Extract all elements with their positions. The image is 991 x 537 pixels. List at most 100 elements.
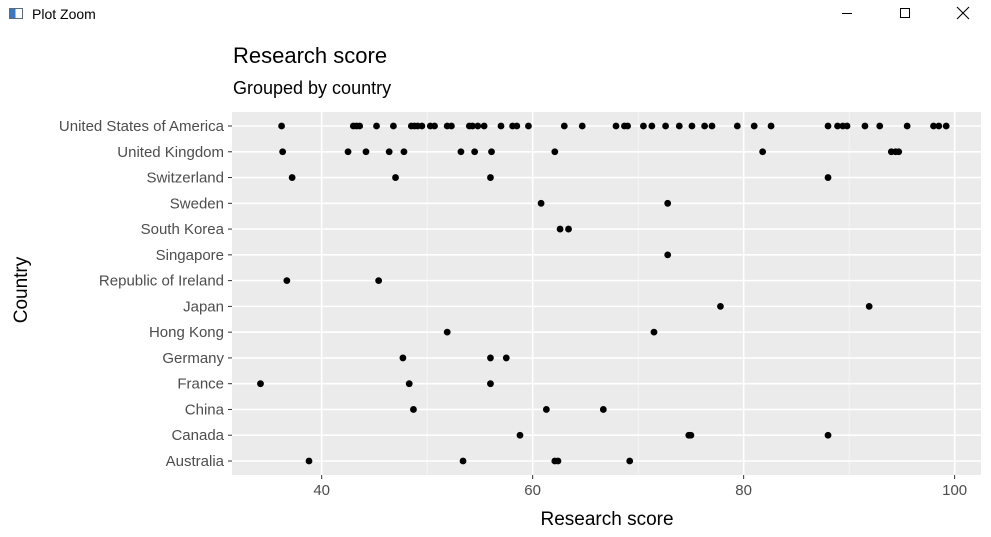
x-tick-label: 40	[313, 482, 330, 499]
data-points	[257, 122, 950, 465]
close-icon	[956, 6, 970, 20]
data-point	[305, 457, 313, 465]
data-point	[935, 122, 943, 130]
data-point	[930, 122, 937, 130]
y-tick-label: Germany	[162, 350, 224, 367]
data-point	[488, 148, 495, 156]
data-point	[733, 122, 741, 130]
y-tick-label: United Kingdom	[117, 144, 224, 161]
data-point	[362, 148, 370, 156]
x-tick-label: 60	[524, 482, 541, 499]
data-point	[556, 225, 564, 233]
data-point	[279, 148, 287, 156]
x-axis-label: Research score	[540, 509, 673, 530]
data-point	[554, 457, 562, 465]
data-point	[525, 122, 532, 130]
data-point	[824, 122, 832, 130]
data-point	[474, 122, 482, 130]
y-tick-label: Republic of Ireland	[99, 273, 224, 290]
data-point	[750, 122, 758, 130]
data-point	[469, 122, 476, 130]
data-point	[431, 122, 438, 130]
data-point	[767, 122, 775, 130]
y-tick-label: Australia	[166, 453, 225, 470]
data-point	[612, 122, 620, 130]
data-point	[565, 225, 572, 233]
data-point	[356, 122, 364, 130]
data-point	[375, 277, 383, 285]
data-point	[399, 354, 407, 362]
data-point	[344, 148, 352, 156]
close-button[interactable]	[940, 0, 986, 30]
minimize-icon	[842, 13, 852, 14]
data-point	[701, 122, 709, 130]
plot-window-icon	[9, 8, 23, 19]
data-point	[487, 174, 494, 181]
data-point	[664, 199, 672, 207]
data-point	[843, 122, 851, 130]
data-point	[283, 277, 291, 285]
data-point	[542, 406, 550, 413]
y-tick-label: Singapore	[156, 247, 224, 264]
maximize-button[interactable]	[882, 0, 928, 30]
data-point	[599, 406, 607, 413]
data-point	[675, 122, 683, 130]
data-point	[448, 122, 455, 130]
x-axis: 40 60 80 100	[313, 475, 967, 499]
data-point	[942, 122, 950, 130]
data-point	[405, 380, 413, 388]
data-point	[865, 302, 873, 310]
data-point	[457, 148, 465, 156]
data-point	[257, 380, 264, 388]
y-tick-label: South Korea	[141, 221, 225, 238]
data-point	[497, 122, 505, 130]
data-point	[717, 302, 724, 310]
data-point	[648, 122, 656, 130]
y-tick-label: Sweden	[170, 195, 224, 212]
chart-subtitle: Grouped by country	[233, 78, 391, 98]
window-titlebar[interactable]: Plot Zoom	[0, 0, 991, 30]
data-point	[373, 122, 380, 130]
data-point	[834, 122, 841, 130]
y-tick-label: Switzerland	[146, 170, 224, 187]
data-point	[824, 174, 832, 181]
y-axis-label: Country	[11, 256, 32, 323]
data-point	[876, 122, 884, 130]
data-point	[662, 122, 669, 130]
data-point	[895, 148, 903, 156]
y-tick-label: Japan	[183, 298, 224, 315]
minimize-button[interactable]	[824, 0, 870, 30]
data-point	[759, 148, 767, 156]
y-tick-label: Hong Kong	[149, 324, 224, 341]
y-axis: Australia Canada China France Germany Hong Ko…	[59, 118, 232, 470]
plot-panel	[232, 112, 981, 475]
data-point	[640, 122, 647, 130]
data-point	[278, 122, 285, 130]
data-point	[687, 431, 695, 439]
data-point	[400, 148, 408, 156]
data-point	[471, 148, 479, 156]
y-tick-label: United States of America	[59, 118, 225, 135]
data-point	[418, 122, 426, 130]
scatter-chart: Research score Grouped by country Austra…	[11, 43, 981, 530]
data-point	[708, 122, 716, 130]
data-point	[443, 328, 451, 336]
data-point	[688, 122, 696, 130]
y-tick-label: France	[177, 376, 224, 393]
x-tick-label: 100	[942, 482, 967, 499]
data-point	[560, 122, 568, 130]
data-point	[392, 174, 399, 181]
data-point	[551, 148, 559, 156]
data-point	[502, 354, 510, 362]
data-point	[410, 406, 417, 413]
x-tick-label: 80	[735, 482, 752, 499]
data-point	[664, 251, 672, 259]
data-point	[487, 380, 494, 388]
data-point	[513, 122, 521, 130]
y-tick-label: China	[185, 401, 225, 418]
data-point	[459, 457, 467, 465]
chart-title: Research score	[233, 43, 387, 68]
data-point	[385, 148, 393, 156]
data-point	[516, 431, 524, 439]
data-point	[390, 122, 397, 130]
